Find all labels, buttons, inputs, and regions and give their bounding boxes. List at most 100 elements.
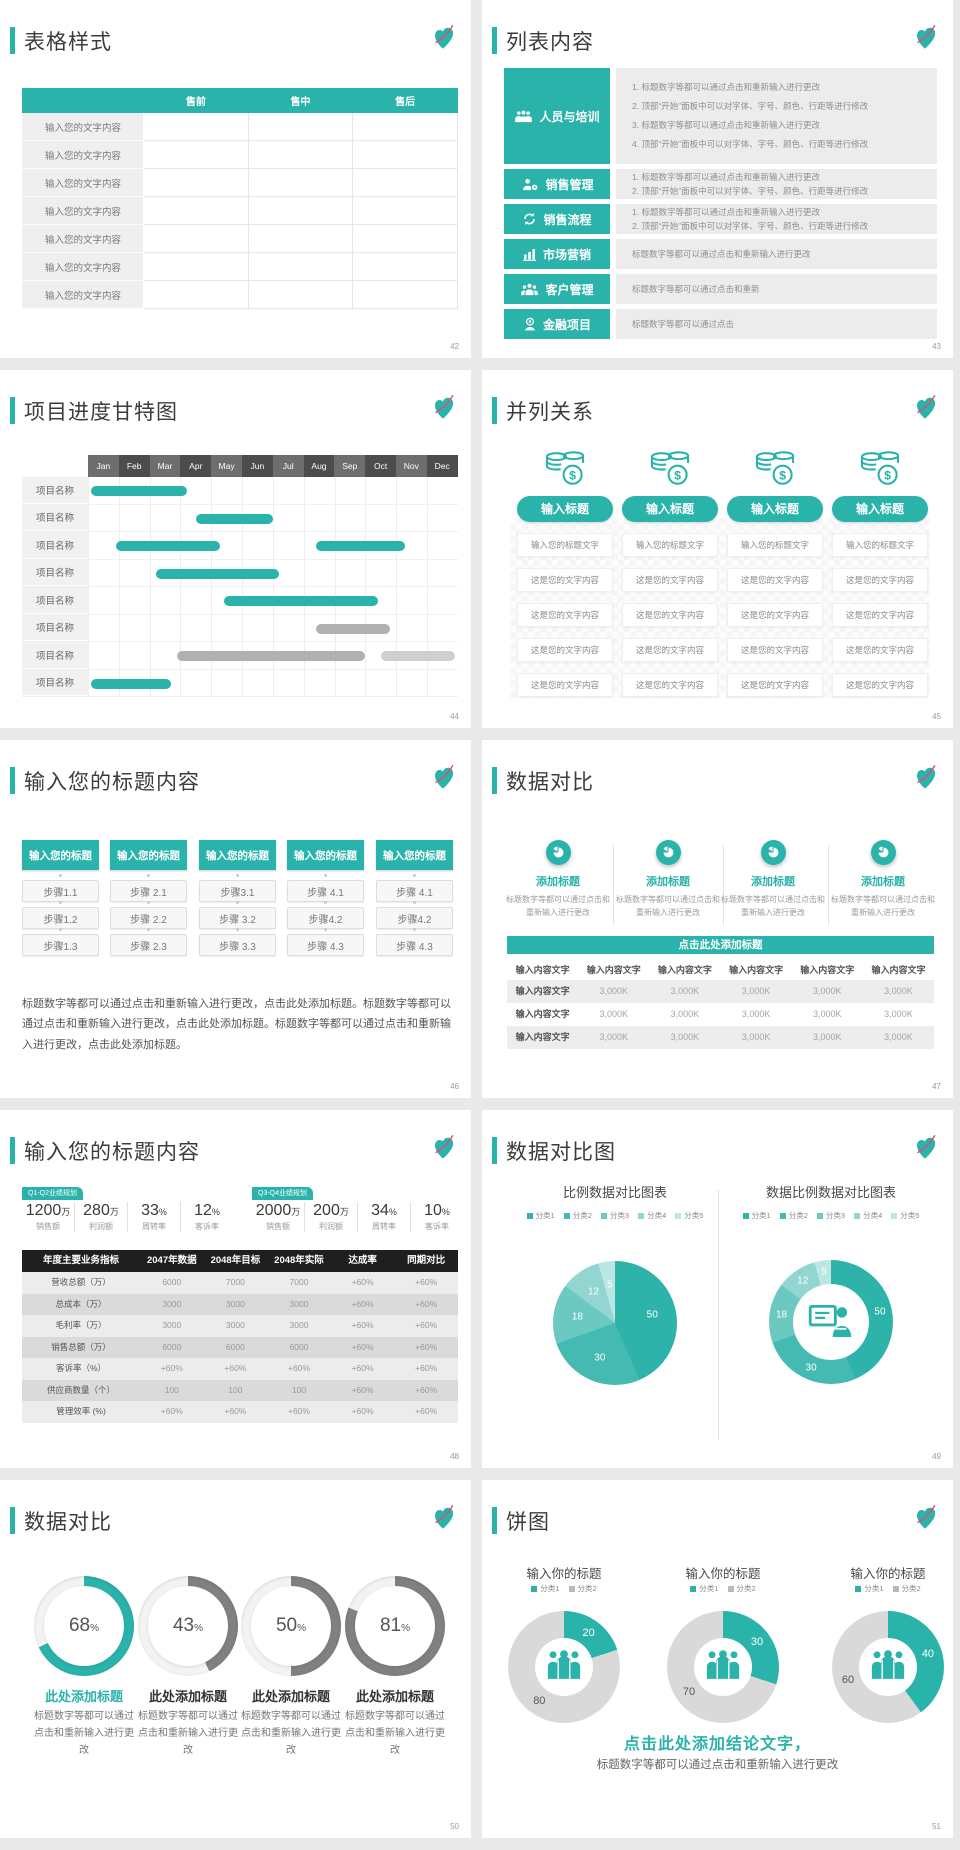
parallel-card-heading[interactable]: 输入您的标题文字 <box>517 533 613 557</box>
gantt-bar[interactable] <box>223 596 378 606</box>
table-cell: 3,000K <box>884 1009 913 1019</box>
gantt-bar[interactable] <box>195 513 273 524</box>
gantt-bar[interactable] <box>115 541 221 551</box>
parallel-card-text[interactable]: 这是您的文字内容 <box>622 638 718 662</box>
table-empty-cell[interactable] <box>143 252 249 281</box>
parallel-card-text[interactable]: 这是您的文字内容 <box>832 568 928 592</box>
slide-44-gantt[interactable]: 项目进度甘特图 Jan Feb Mar Apr May Jun Jul Aug Sep Oct No… <box>0 370 471 728</box>
slide-46-steps[interactable]: 输入您的标题内容 输入您的标题 步骤1.1 步骤1.2 步骤1.3 输入您的标题 步骤 2… <box>0 740 471 1098</box>
table-empty-cell[interactable] <box>143 168 249 197</box>
step-box[interactable]: 步骤3.1 <box>199 880 276 902</box>
gantt-bar[interactable] <box>91 678 172 689</box>
step-box[interactable]: 步骤 4.1 <box>287 880 364 902</box>
table-empty-cell[interactable] <box>352 252 458 281</box>
gantt-bar[interactable] <box>315 623 390 634</box>
parallel-card-text[interactable]: 这是您的文字内容 <box>517 638 613 662</box>
brand-logo-icon <box>910 22 940 52</box>
list-item[interactable]: 人员与培训 1. 标题数字等都可以通过点击和重新输入进行更改 2. 顶部“开始”面板… <box>504 68 937 164</box>
parallel-card-text[interactable]: 这是您的文字内容 <box>622 603 718 627</box>
parallel-card-text[interactable]: 这是您的文字内容 <box>832 603 928 627</box>
table-empty-cell[interactable] <box>143 224 249 253</box>
parallel-title-pill[interactable]: 输入标题 <box>832 496 928 522</box>
gantt-bar[interactable] <box>380 651 455 661</box>
parallel-card-text[interactable]: 这是您的文字内容 <box>517 603 613 627</box>
ring-heading: 此处添加标题 <box>251 1689 330 1704</box>
parallel-card-text[interactable]: 这是您的文字内容 <box>622 568 718 592</box>
gantt-bar[interactable] <box>177 651 366 661</box>
kpi-cell: 100 <box>164 1384 179 1395</box>
parallel-card-text[interactable]: 这是您的文字内容 <box>622 673 718 697</box>
donut-chart[interactable]: 30 70 <box>667 1611 779 1723</box>
table-empty-cell[interactable] <box>143 196 249 225</box>
parallel-card-text[interactable]: 这是您的文字内容 <box>832 638 928 662</box>
parallel-card-text[interactable]: 这是您的文字内容 <box>727 568 823 592</box>
slide-45-parallel[interactable]: 并列关系 $ 输入标题 输入您的标题文字 这是您的文字内容 这是您的文字内容 这是您的文字… <box>482 370 953 728</box>
parallel-title-pill[interactable]: 输入标题 <box>622 496 718 522</box>
stat-number: 280 <box>83 1202 110 1219</box>
table-empty-cell[interactable] <box>247 140 354 169</box>
step-box[interactable]: 步骤 4.3 <box>287 934 364 956</box>
list-item[interactable]: 销售管理 1. 标题数字等都可以通过点击和重新输入进行更改 2. 顶部“开始”面板中… <box>504 169 937 199</box>
list-item[interactable]: ¥ 金融项目 标题数字等都可以通过点击 <box>504 309 937 339</box>
table-empty-cell[interactable] <box>352 168 458 197</box>
list-item[interactable]: 客户管理 标题数字等都可以通过点击和重新 <box>504 274 937 304</box>
table-empty-cell[interactable] <box>352 196 458 225</box>
donut-chart[interactable]: 40 60 <box>832 1611 944 1723</box>
parallel-title-pill[interactable]: 输入标题 <box>727 496 823 522</box>
gantt-bar[interactable] <box>315 541 406 551</box>
table-empty-cell[interactable] <box>352 224 458 253</box>
table-empty-cell[interactable] <box>247 112 354 141</box>
table-empty-cell[interactable] <box>143 140 249 169</box>
parallel-card-heading[interactable]: 输入您的标题文字 <box>832 533 928 557</box>
slide-42-table-style[interactable]: 表格样式 售前 售中 售后 输入您的文字内容 输入您的文字内容 输入您的文字内容 输入您的文… <box>0 0 471 358</box>
step-box[interactable]: 步骤 3.2 <box>199 907 276 929</box>
step-box[interactable]: 步骤 4.3 <box>376 934 453 956</box>
step-box[interactable]: 步骤1.1 <box>22 880 99 902</box>
list-item[interactable]: 市场营销 标题数字等都可以通过点击和重新输入进行更改 <box>504 239 937 269</box>
table-empty-cell[interactable] <box>352 280 458 309</box>
table-empty-cell[interactable] <box>352 140 458 169</box>
step-column-header[interactable]: 输入您的标题 <box>110 840 187 870</box>
slide-50-progress-rings[interactable]: 数据对比 68% 此处添加标题 标题数字等都可以通过点击和重新输入进行更改 43% 此处… <box>0 1480 471 1838</box>
parallel-card-heading[interactable]: 输入您的标题文字 <box>727 533 823 557</box>
parallel-title-pill[interactable]: 输入标题 <box>517 496 613 522</box>
step-box[interactable]: 步骤 2.3 <box>110 934 187 956</box>
step-column-header[interactable]: 输入您的标题 <box>199 840 276 870</box>
step-box[interactable]: 步骤1.3 <box>22 934 99 956</box>
parallel-card-text[interactable]: 这是您的文字内容 <box>832 673 928 697</box>
gantt-bar[interactable] <box>155 568 279 579</box>
step-box[interactable]: 步骤1.2 <box>22 907 99 929</box>
step-box[interactable]: 步骤 2.2 <box>110 907 187 929</box>
slide-49-charts[interactable]: 数据对比图 比例数据对比图表 数据比例数据对比图表 分类1 分类2 分类3 分类4 分类… <box>482 1110 953 1468</box>
donut-chart[interactable]: 20 80 <box>508 1611 620 1723</box>
gantt-bar[interactable] <box>91 486 187 496</box>
step-column-header[interactable]: 输入您的标题 <box>376 840 453 870</box>
step-box[interactable]: 步骤4.2 <box>376 907 453 929</box>
parallel-card-text[interactable]: 这是您的文字内容 <box>727 638 823 662</box>
table-empty-cell[interactable] <box>247 224 354 253</box>
parallel-card-text[interactable]: 这是您的文字内容 <box>727 673 823 697</box>
parallel-card-text[interactable]: 这是您的文字内容 <box>517 568 613 592</box>
parallel-card-heading[interactable]: 输入您的标题文字 <box>622 533 718 557</box>
slide-43-list-content[interactable]: 列表内容 人员与培训 1. 标题数字等都可以通过点击和重新输入进行更改 2. 顶部“… <box>482 0 953 358</box>
slide-51-pies[interactable]: 饼图 输入你的标题 分类1 分类2 20 80 输入你的标题 分类1 分类2 30 70 输入你的标… <box>482 1480 953 1838</box>
parallel-card-text[interactable]: 这是您的文字内容 <box>517 673 613 697</box>
legend-item: 分类1 <box>690 1583 719 1594</box>
step-column-header[interactable]: 输入您的标题 <box>287 840 364 870</box>
table-empty-cell[interactable] <box>247 168 354 197</box>
step-box[interactable]: 步骤 2.1 <box>110 880 187 902</box>
parallel-card-text[interactable]: 这是您的文字内容 <box>727 603 823 627</box>
list-item[interactable]: 销售流程 1. 标题数字等都可以通过点击和重新输入进行更改 2. 顶部“开始”面板中… <box>504 204 937 234</box>
step-box[interactable]: 步骤 4.1 <box>376 880 453 902</box>
table-empty-cell[interactable] <box>352 112 458 141</box>
table-empty-cell[interactable] <box>247 280 354 309</box>
table-empty-cell[interactable] <box>143 112 249 141</box>
step-box[interactable]: 步骤4.2 <box>287 907 364 929</box>
step-column-header[interactable]: 输入您的标题 <box>22 840 99 870</box>
table-empty-cell[interactable] <box>143 280 249 309</box>
slide-48-kpi-table[interactable]: 输入您的标题内容 Q1-Q2业绩规划 1200万 销售额 280万 利润额 33% 周转率 1… <box>0 1110 471 1468</box>
table-empty-cell[interactable] <box>247 196 354 225</box>
table-empty-cell[interactable] <box>247 252 354 281</box>
step-box[interactable]: 步骤 3.3 <box>199 934 276 956</box>
slide-47-data-compare[interactable]: 数据对比 添加标题 标题数字等都可以通过点击和重新输入进行更改 添加标题 标题数字等都… <box>482 740 953 1098</box>
